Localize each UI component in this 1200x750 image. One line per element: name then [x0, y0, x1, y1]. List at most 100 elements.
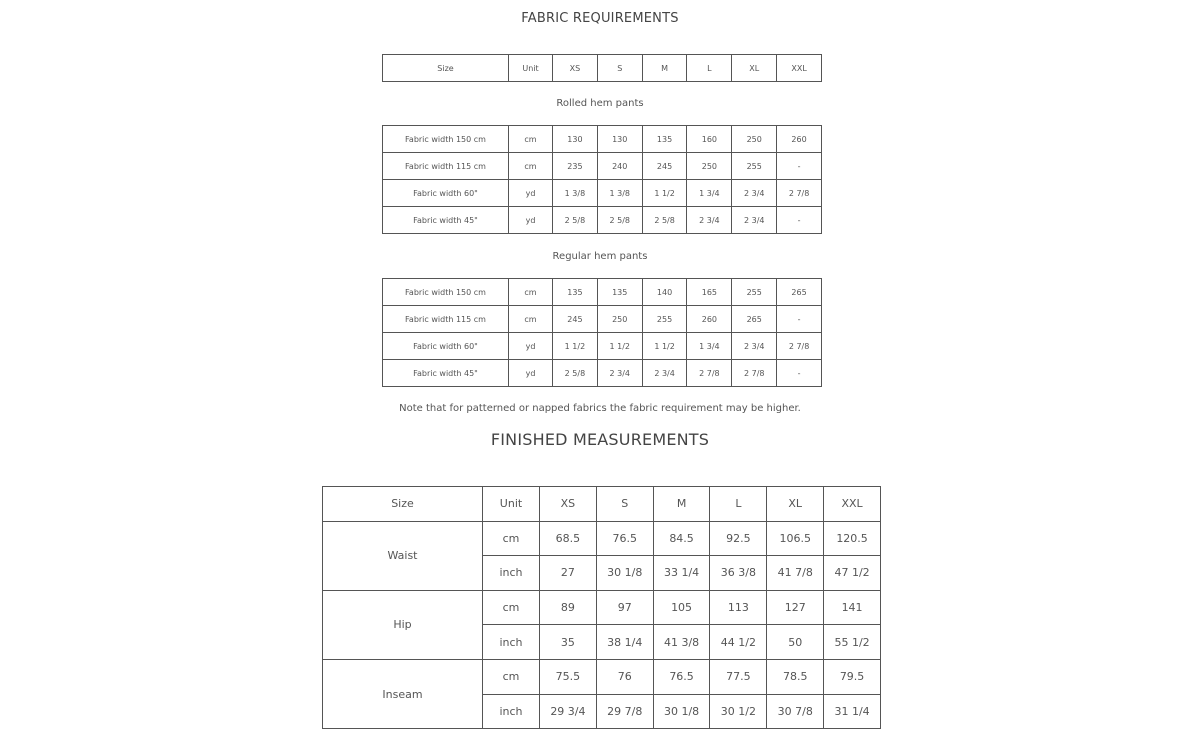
table-cell: 2 3/4: [731, 179, 778, 207]
header-cell: XXL: [823, 486, 881, 522]
header-cell: L: [686, 54, 733, 82]
finished-measurements-title: FINISHED MEASUREMENTS: [490, 430, 710, 449]
header-cell: XL: [766, 486, 825, 522]
table-row: Inseam cm 75.5 76 76.5 77.5 78.5 79.5: [322, 658, 881, 730]
finished-measurements-table: Size Unit XS S M L XL XXL Waist cm 68.5 76.5 84.5 92.…: [322, 486, 881, 730]
section-label-rolled-hem: Rolled hem pants: [556, 98, 644, 109]
header-cell: S: [595, 486, 654, 522]
header-cell: XXL: [776, 54, 822, 82]
header-cell: XS: [539, 486, 597, 522]
table-cell: 140: [641, 278, 688, 306]
table-cell: 106.5: [766, 520, 825, 557]
table-cell: 35: [539, 624, 597, 660]
table-cell: 240: [596, 152, 643, 180]
row-label: Fabric width 115 cm: [382, 305, 509, 333]
table-cell: 30 1/2: [709, 693, 768, 730]
table-row: Fabric width 60" yd 1 1/2 1 1/2 1 1/2 1 3/4 2 …: [382, 332, 822, 360]
table-cell: 1 3/4: [686, 179, 733, 207]
row-label: Fabric width 60": [382, 332, 509, 360]
row-label: Fabric width 150 cm: [382, 125, 509, 153]
table-cell: 135: [552, 278, 598, 306]
table-cell: yd: [508, 179, 553, 207]
table-cell: 2 3/4: [596, 359, 643, 387]
header-cell: Size: [382, 54, 509, 82]
table-row: Fabric width 60" yd 1 3/8 1 3/8 1 1/2 1 3/4 2 …: [382, 179, 822, 207]
table-cell: -: [776, 359, 822, 387]
table-cell: yd: [508, 359, 553, 387]
table-cell: 29 3/4: [539, 693, 597, 730]
table-cell: 1 1/2: [641, 179, 688, 207]
table-cell: -: [776, 152, 822, 180]
table-cell: 130: [596, 125, 643, 153]
table-cell: 135: [596, 278, 643, 306]
table-cell: cm: [508, 125, 553, 153]
table-cell: 38 1/4: [595, 624, 654, 660]
table-cell: 250: [596, 305, 643, 333]
row-label: Fabric width 115 cm: [382, 152, 509, 180]
table-cell: 76.5: [595, 520, 654, 557]
table-row: Fabric width 45" yd 2 5/8 2 5/8 2 5/8 2 3/4 2 …: [382, 206, 822, 234]
table-cell: 97: [595, 589, 654, 626]
table-cell: 245: [641, 152, 688, 180]
header-cell: Unit: [508, 54, 553, 82]
table-cell: 1 3/8: [552, 179, 598, 207]
table-cell: 47 1/2: [823, 555, 881, 591]
table-row: Hip cm 89 97 105 113 127 141: [322, 589, 881, 660]
table-cell: 2 7/8: [776, 179, 822, 207]
table-cell: 127: [766, 589, 825, 626]
table-cell: 76.5: [652, 658, 711, 695]
table-cell: -: [776, 206, 822, 234]
unit-cell: inch: [482, 624, 540, 660]
header-cell: M: [641, 54, 688, 82]
measurement-name: Waist: [322, 520, 483, 591]
table-cell: 235: [552, 152, 598, 180]
table-cell: 2 7/8: [776, 332, 822, 360]
table-cell: 2 5/8: [552, 359, 598, 387]
table-cell: 165: [686, 278, 733, 306]
table-cell: 76: [595, 658, 654, 695]
table-cell: 2 5/8: [596, 206, 643, 234]
table-cell: 2 3/4: [641, 359, 688, 387]
table-cell: 2 3/4: [686, 206, 733, 234]
table-cell: 260: [686, 305, 733, 333]
table-cell: 41 7/8: [766, 555, 825, 591]
table-cell: 1 3/4: [686, 332, 733, 360]
table-cell: 113: [709, 589, 768, 626]
table-cell: yd: [508, 332, 553, 360]
table-cell: 1 3/8: [596, 179, 643, 207]
table-cell: 30 1/8: [652, 693, 711, 730]
row-label: Fabric width 45": [382, 206, 509, 234]
table-cell: 250: [686, 152, 733, 180]
table-cell: 2 5/8: [641, 206, 688, 234]
table-cell: -: [776, 305, 822, 333]
fabric-requirements-title: FABRIC REQUIREMENTS: [521, 11, 679, 26]
table-cell: 1 1/2: [596, 332, 643, 360]
table-cell: cm: [508, 278, 553, 306]
table-cell: 250: [731, 125, 778, 153]
table-cell: 79.5: [823, 658, 881, 695]
table-cell: yd: [508, 206, 553, 234]
table-cell: 29 7/8: [595, 693, 654, 730]
table-cell: 77.5: [709, 658, 768, 695]
table-cell: 2 7/8: [686, 359, 733, 387]
table-cell: 30 1/8: [595, 555, 654, 591]
table-cell: 68.5: [539, 520, 597, 557]
table-cell: 36 3/8: [709, 555, 768, 591]
table-cell: 1 1/2: [552, 332, 598, 360]
table-cell: 135: [641, 125, 688, 153]
measurement-name: Inseam: [322, 658, 483, 730]
row-label: Fabric width 150 cm: [382, 278, 509, 306]
table-cell: 160: [686, 125, 733, 153]
table-cell: 255: [731, 152, 778, 180]
unit-cell: inch: [482, 555, 540, 591]
table-cell: 255: [731, 278, 778, 306]
table-cell: 141: [823, 589, 881, 626]
header-cell: Size: [322, 486, 483, 522]
table-row: inch 27 30 1/8 33 1/4 36 3/8 41 7/8 47 1/2: [323, 555, 881, 591]
table-cell: 55 1/2: [823, 624, 881, 660]
section-label-regular-hem: Regular hem pants: [552, 251, 648, 262]
table-cell: 92.5: [709, 520, 768, 557]
unit-cell: cm: [482, 589, 540, 626]
table-row: inch 35 38 1/4 41 3/8 44 1/2 50 55 1/2: [323, 624, 881, 660]
table-row: Fabric width 115 cm cm 245 250 255 260 265-: [382, 305, 822, 333]
